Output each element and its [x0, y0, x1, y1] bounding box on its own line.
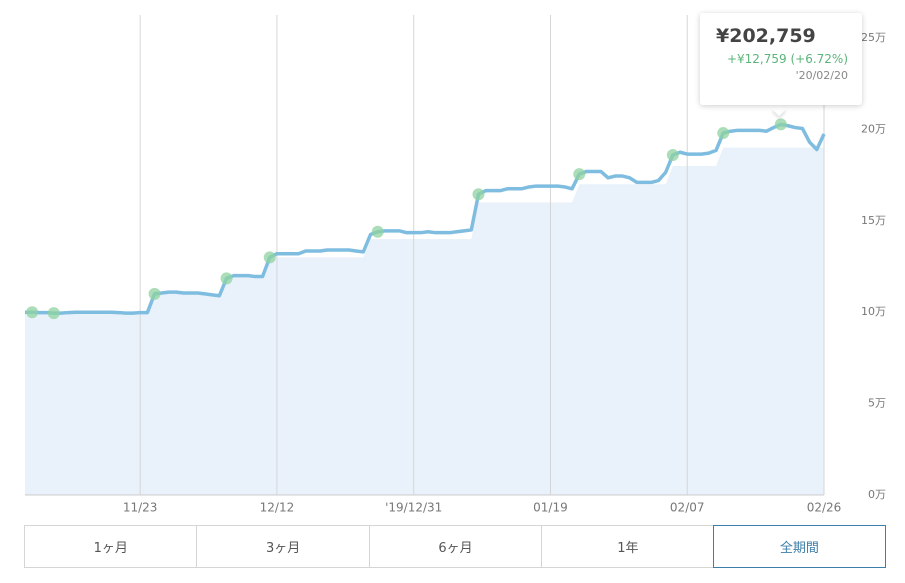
marker: [666, 148, 679, 161]
y-tick-label: 0万: [868, 488, 886, 501]
y-tick-label: 20万: [861, 122, 886, 135]
marker: [717, 127, 730, 140]
marker: [573, 168, 586, 181]
range-button[interactable]: 6ヶ月: [368, 526, 541, 567]
area: [25, 147, 824, 495]
y-tick-label: 10万: [861, 305, 886, 318]
range-selector: 1ヶ月 3ヶ月 6ヶ月 1年 全期間: [24, 525, 887, 568]
marker: [148, 287, 161, 300]
range-button[interactable]: 3ヶ月: [196, 526, 368, 567]
tooltip-change: +¥12,759 (+6.72%): [726, 52, 848, 66]
marker: [26, 306, 39, 319]
tooltip-date: '20/02/20: [795, 69, 848, 82]
range-button[interactable]: 全期間: [712, 525, 887, 568]
x-tick-label: 12/12: [260, 501, 295, 515]
marker: [220, 272, 233, 285]
marker: [371, 225, 384, 238]
range-button[interactable]: 1年: [541, 526, 713, 567]
marker: [472, 188, 485, 201]
x-tick-label: 11/23: [123, 501, 158, 515]
x-tick-label: 02/07: [670, 501, 705, 515]
tooltip: ¥202,759 +¥12,759 (+6.72%) '20/02/20: [700, 13, 862, 105]
chart: 11/23 12/12 '19/12/31 01/19 02/07 02/26 0万 5万 10…: [25, 15, 886, 515]
y-tick-label: 15万: [861, 214, 886, 227]
x-tick-label: 02/26: [807, 501, 842, 515]
marker: [774, 118, 787, 131]
x-tick-label: 01/19: [533, 501, 568, 515]
range-button[interactable]: 1ヶ月: [93, 541, 128, 556]
marker: [47, 307, 60, 320]
y-tick-label: 5万: [868, 397, 886, 410]
marker: [263, 251, 276, 264]
tooltip-value: ¥202,759: [716, 25, 816, 47]
x-tick-label: '19/12/31: [385, 501, 442, 515]
y-tick-label: 25万: [861, 31, 886, 44]
